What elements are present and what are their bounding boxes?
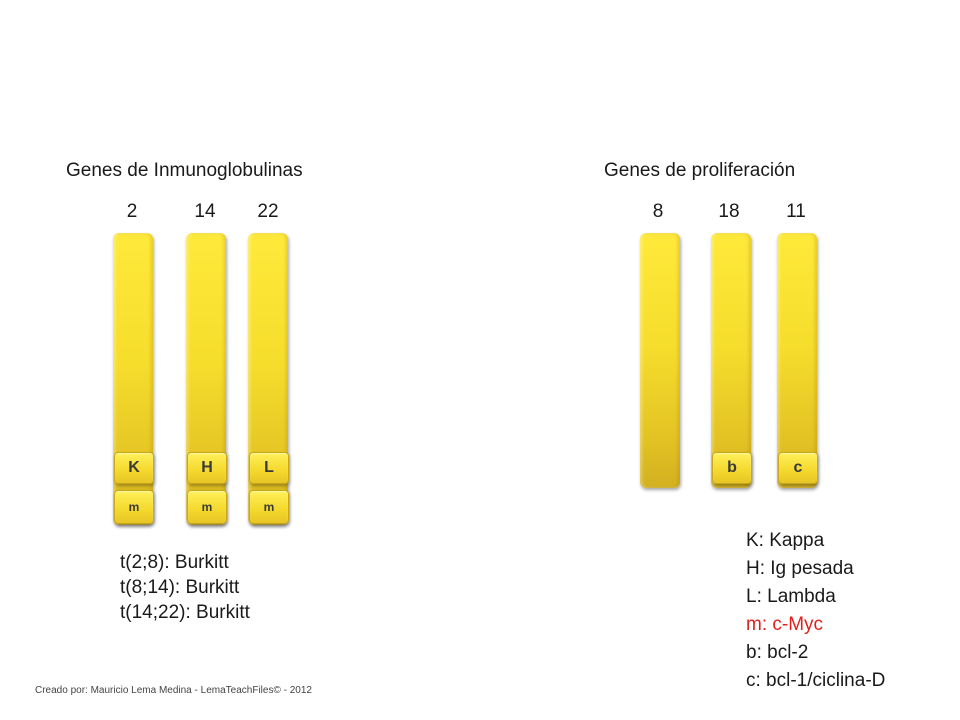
legend-item-bcl2: b: bcl-2	[746, 642, 809, 663]
chromosome-18	[711, 233, 751, 488]
band-myc-on-chr22: m	[249, 490, 289, 524]
chromosome-11	[777, 233, 817, 488]
chromosome-number-22: 22	[257, 201, 279, 222]
band-bcl1: c	[778, 452, 818, 484]
chromosome-number-18: 18	[718, 201, 740, 222]
legend-item-heavy-chain: H: Ig pesada	[746, 558, 854, 579]
chromosome-number-11: 11	[786, 201, 806, 222]
legend-item-myc: m: c-Myc	[746, 614, 824, 635]
chromosome-8	[640, 233, 680, 488]
legend-item-bcl1: c: bcl-1/ciclina-D	[746, 670, 886, 691]
band-bcl2: b	[712, 452, 752, 484]
proliferation-genes-heading: Genes de proliferación	[604, 160, 796, 181]
band-kappa: K	[114, 452, 154, 484]
chromosome-number-8: 8	[652, 201, 664, 222]
band-heavy-chain: H	[187, 452, 227, 484]
immunoglobulin-genes-heading: Genes de Inmunoglobulinas	[66, 160, 303, 181]
translocation-item: t(2;8): Burkitt	[120, 552, 229, 573]
legend: K: Kappa H: Ig pesada L: Lambda m: c-Myc…	[746, 527, 885, 695]
chromosome-number-2: 2	[126, 201, 138, 222]
translocation-list: t(2;8): Burkitt t(8;14): Burkitt t(14;22…	[120, 550, 250, 625]
credit-footer: Creado por: Mauricio Lema Medina - LemaT…	[35, 685, 312, 696]
band-myc-on-chr2: m	[114, 490, 154, 524]
band-lambda: L	[249, 452, 289, 484]
band-myc-on-chr14: m	[187, 490, 227, 524]
translocation-item: t(14;22): Burkitt	[120, 602, 250, 623]
legend-item-kappa: K: Kappa	[746, 530, 825, 551]
legend-item-lambda: L: Lambda	[746, 586, 836, 607]
translocation-item: t(8;14): Burkitt	[120, 577, 240, 598]
chromosome-number-14: 14	[194, 201, 216, 222]
